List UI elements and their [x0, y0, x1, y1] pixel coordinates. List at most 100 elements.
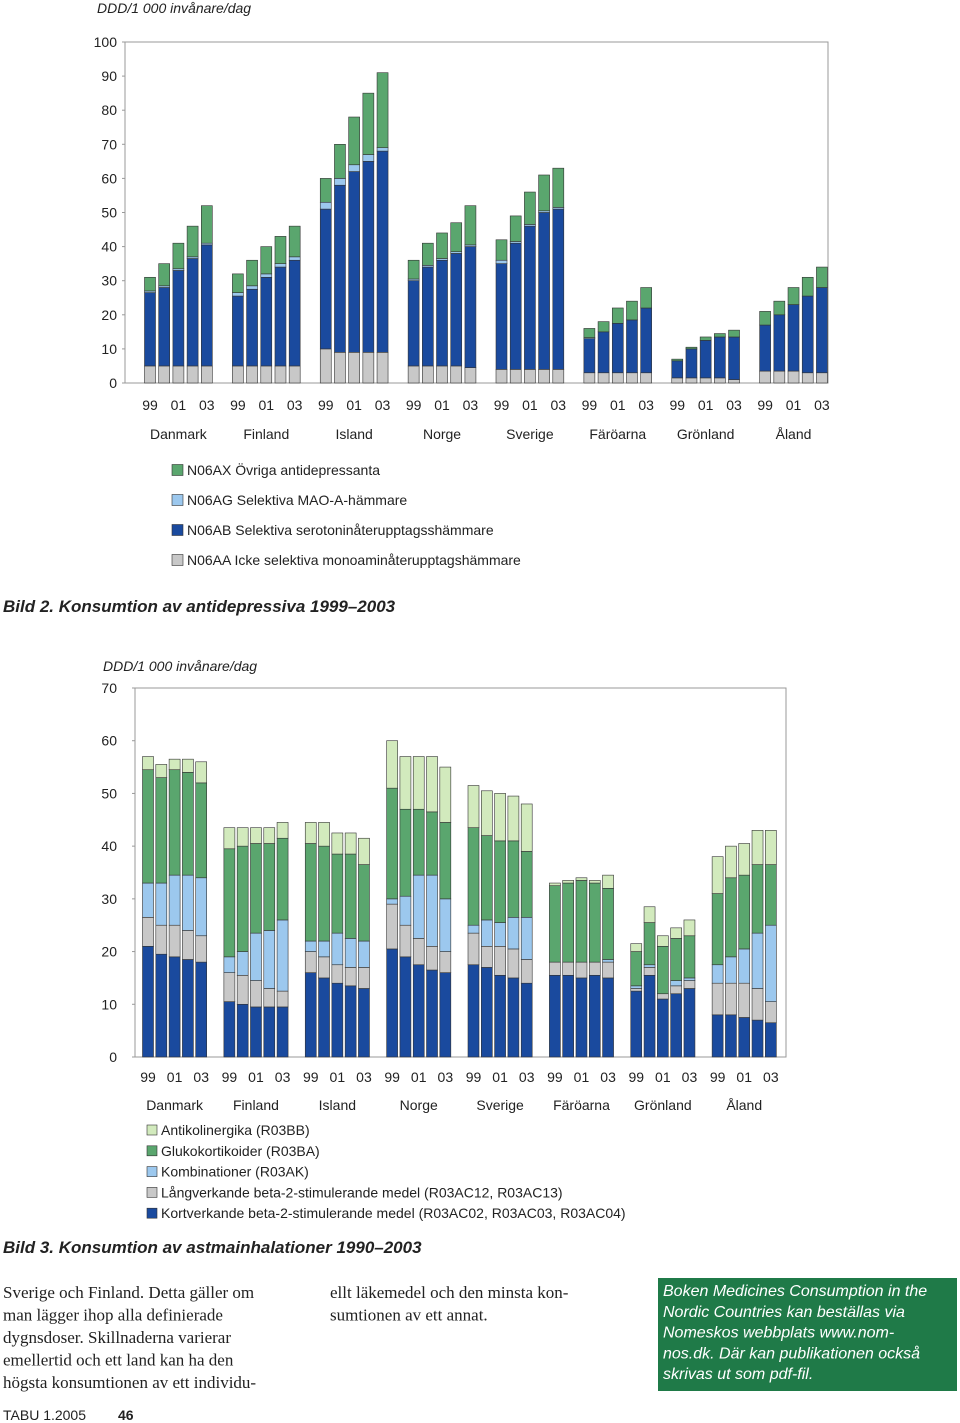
bar-segment — [250, 932, 262, 981]
bar-segment — [773, 370, 786, 384]
bar-segment — [250, 843, 262, 934]
bar-segment — [260, 246, 273, 275]
bar-segment — [158, 287, 170, 367]
bar-segment — [362, 154, 375, 162]
bar-segment — [759, 370, 771, 384]
info-box-line: Nomeskos webbplats www.nom- — [663, 1325, 894, 1342]
legend-swatch — [146, 1145, 158, 1157]
y-tick-label: 10 — [101, 341, 117, 357]
bar-segment — [223, 827, 236, 850]
legend-label: Antikolinergika (R03BB) — [161, 1122, 310, 1138]
bar-segment — [588, 974, 601, 1058]
bar-segment — [575, 961, 588, 979]
bar-segment — [711, 982, 724, 1016]
x-tick-label: 99 — [466, 1069, 482, 1085]
bar-segment — [549, 885, 561, 963]
bar-segment — [344, 985, 357, 1058]
legend-label: Glukokortikoider (R03BA) — [161, 1143, 320, 1159]
x-tick-label: 03 — [551, 397, 567, 413]
bar-segment — [751, 864, 764, 934]
bar-segment — [640, 287, 652, 309]
legend-swatch — [146, 1166, 158, 1177]
bar-segment — [611, 323, 624, 374]
bar-segment — [422, 266, 434, 367]
bar-segment — [263, 930, 276, 989]
bar-segment — [246, 288, 258, 367]
bar-segment — [751, 1019, 764, 1058]
bar-segment — [494, 922, 506, 947]
bar-segment — [507, 917, 520, 950]
x-tick-label: 01 — [167, 1069, 183, 1085]
bar-segment — [507, 840, 520, 918]
y-axis-label: DDD/1 000 invånare/dag — [97, 0, 251, 16]
bar-segment — [344, 938, 357, 968]
bar-segment — [236, 974, 249, 1005]
bar-segment — [155, 882, 168, 926]
legend-swatch — [171, 464, 184, 476]
body-text-line: sumtionen av ett annat. — [330, 1306, 488, 1325]
bar-segment — [583, 338, 596, 374]
y-tick-label: 30 — [101, 273, 117, 289]
bar-segment — [246, 259, 258, 287]
bar-segment — [562, 961, 574, 976]
bar-segment — [223, 972, 236, 1002]
bar-segment — [168, 769, 181, 876]
x-tick-label: 03 — [287, 397, 303, 413]
bar-segment — [711, 1014, 724, 1058]
bar-segment — [728, 336, 740, 380]
group-label: Åland — [726, 1097, 762, 1113]
bar-segment — [304, 940, 317, 952]
plot-area — [124, 41, 829, 384]
bar-segment — [182, 758, 194, 773]
bar-segment — [232, 365, 244, 384]
bar-segment — [765, 924, 777, 1002]
bar-segment — [376, 72, 389, 149]
bar-segment — [816, 266, 828, 288]
x-tick-label: 99 — [406, 397, 422, 413]
bar-segment — [436, 259, 448, 367]
bar-segment — [626, 319, 638, 374]
bar-segment — [583, 372, 596, 384]
body-text-line: ellt läkemedel och den minsta kon- — [330, 1283, 569, 1302]
bar-segment — [728, 329, 740, 338]
legend-swatch — [146, 1207, 158, 1219]
info-box — [658, 1278, 957, 1391]
bar-segment — [538, 369, 550, 384]
info-box-line: Boken Medicines Consumption in the — [663, 1283, 927, 1300]
bar-segment — [246, 365, 258, 384]
legend-swatch — [146, 1124, 158, 1136]
body-text-line: dygnsdoser. Skillnaderna varierar — [3, 1328, 231, 1347]
bar-segment — [538, 174, 550, 212]
bar-segment — [738, 948, 751, 984]
bar-segment — [412, 874, 425, 939]
bar-segment — [168, 956, 181, 1058]
bar-segment — [562, 974, 574, 1058]
bar-segment — [643, 922, 656, 966]
legend-swatch — [171, 524, 184, 536]
bar-segment — [422, 242, 434, 266]
group-label: Sverige — [476, 1097, 524, 1113]
footer-publication: TABU 1.2005 — [3, 1407, 86, 1423]
bar-segment — [480, 945, 493, 968]
bar-segment — [144, 276, 156, 292]
bar-segment — [304, 843, 317, 942]
bar-segment — [538, 212, 550, 370]
bar-segment — [450, 253, 463, 367]
bar-segment — [725, 982, 737, 1016]
group-label: Finland — [243, 426, 289, 442]
bar-segment — [801, 295, 814, 374]
bar-segment — [562, 882, 574, 963]
bar-segment — [142, 756, 154, 771]
bar-segment — [426, 969, 438, 1058]
bar-segment — [552, 167, 565, 208]
x-tick-label: 99 — [582, 397, 598, 413]
bar-segment — [331, 832, 344, 855]
bar-segment — [186, 365, 199, 384]
bar-segment — [801, 276, 814, 297]
bar-segment — [751, 830, 764, 865]
bar-segment — [699, 340, 712, 379]
bar-segment — [276, 990, 289, 1008]
bar-segment — [602, 888, 614, 960]
bar-segment — [683, 977, 696, 981]
bar-segment — [426, 945, 438, 971]
